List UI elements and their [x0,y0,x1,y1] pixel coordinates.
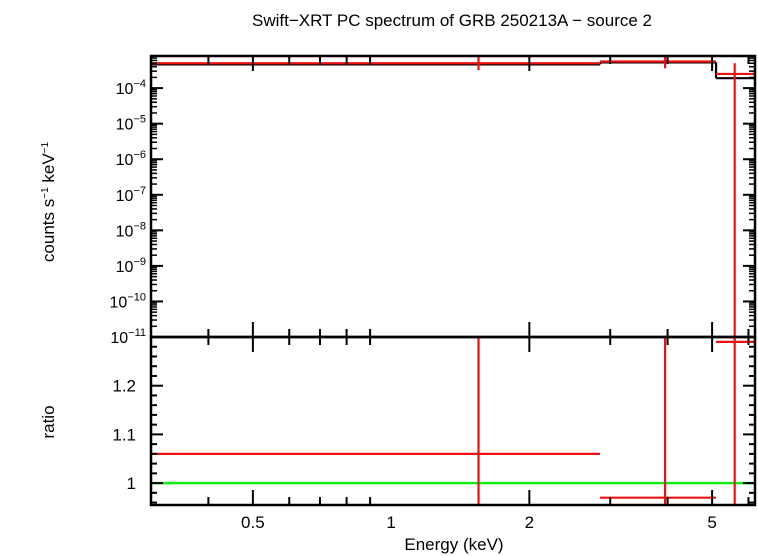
upper-y-axis-label: counts s−1 keV−1 [39,141,58,262]
tick-labels: 0.5 1 2 5 10−4 10−5 10−6 10−7 10−8 10−9 10−10 10−11… [110,78,717,532]
chart-title: Swift−XRT PC spectrum of GRB 250213A − s… [252,11,652,30]
lower-y-tick-label-2: 1.2 [112,377,136,396]
lower-panel-frame [149,335,757,507]
upper-panel-frame [149,54,757,339]
tick-marks [150,55,755,505]
ylabel-mid: keV [39,153,58,188]
lower-y-tick-label-1: 1.1 [112,425,136,444]
x-axis-label: Energy (keV) [404,535,503,554]
upper-y-tick-label-3: 10−7 [116,185,146,205]
upper-y-tick-label-0: 10−4 [116,78,146,98]
x-tick-label-1: 1 [386,513,395,532]
upper-panel-data [151,56,755,337]
upper-y-tick-label-5: 10−9 [116,256,146,276]
upper-y-tick-label-6: 10−10 [110,291,146,311]
upper-y-tick-label-2: 10−6 [116,149,146,169]
lower-panel-data [151,337,755,505]
upper-y-tick-label-4: 10−8 [116,220,146,240]
ylabel-sup1: −1 [40,187,51,199]
x-tick-label-2: 2 [525,513,534,532]
lower-y-axis-label: ratio [39,405,58,438]
upper-y-tick-label-1: 10−5 [116,114,146,134]
ylabel-sup2: −1 [40,141,51,153]
ylabel-main: counts s [39,199,58,262]
lower-y-tick-label-0: 1 [127,474,136,493]
x-tick-label-0: 0.5 [241,513,265,532]
x-tick-label-3: 5 [707,513,716,532]
upper-y-tick-label-7: 10−11 [110,327,146,347]
